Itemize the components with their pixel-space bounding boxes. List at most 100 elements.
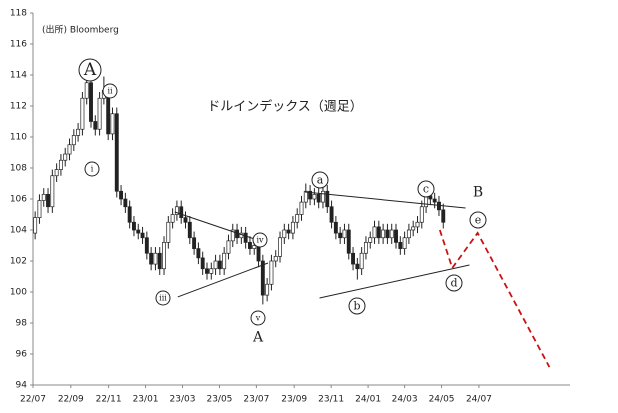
label-circle bbox=[311, 171, 329, 189]
candle-body bbox=[170, 214, 175, 223]
wave-label: i bbox=[91, 165, 94, 174]
candle-body bbox=[295, 214, 300, 223]
candle-body bbox=[256, 245, 261, 262]
y-tick-label: 102 bbox=[10, 257, 27, 267]
candle-body bbox=[50, 175, 55, 208]
y-tick-label: 106 bbox=[10, 195, 27, 205]
chart-title: ドルインデックス（週足） bbox=[207, 99, 363, 115]
candle-body bbox=[286, 229, 291, 234]
candle-body bbox=[162, 242, 166, 270]
candle-body bbox=[432, 198, 437, 203]
wave-label: e bbox=[475, 214, 482, 227]
candle-body bbox=[157, 252, 162, 270]
candle-body bbox=[187, 221, 192, 239]
candle-body bbox=[419, 206, 424, 223]
candle-body bbox=[149, 252, 154, 265]
candle-body bbox=[213, 260, 218, 270]
candle-body bbox=[80, 97, 85, 130]
candle-body bbox=[200, 257, 205, 270]
candle-body bbox=[260, 260, 265, 296]
candle-body bbox=[93, 121, 98, 130]
x-tick-label: 22/09 bbox=[58, 395, 84, 405]
candle-body bbox=[321, 190, 325, 203]
candle-body bbox=[252, 245, 257, 249]
label-circle bbox=[417, 180, 435, 198]
candle-body bbox=[54, 169, 59, 177]
candle-body bbox=[363, 242, 368, 254]
candle-body bbox=[351, 252, 356, 265]
candle-body bbox=[342, 229, 347, 239]
x-tick-label: 23/03 bbox=[170, 395, 196, 405]
candle-body bbox=[329, 206, 334, 223]
candle-body bbox=[299, 201, 304, 215]
x-tick-label: 24/05 bbox=[429, 395, 455, 405]
trend-line bbox=[319, 264, 470, 299]
candle-body bbox=[97, 97, 102, 130]
candle-body bbox=[269, 260, 274, 285]
y-tick-label: 118 bbox=[10, 9, 27, 19]
candle-body bbox=[411, 226, 416, 231]
candle-body bbox=[333, 221, 338, 234]
candle-body bbox=[140, 232, 145, 239]
y-tick-label: 94 bbox=[16, 381, 28, 391]
candle-body bbox=[37, 200, 42, 218]
candle-body bbox=[265, 283, 270, 296]
candle-body bbox=[174, 206, 179, 215]
x-tick-label: 22/07 bbox=[20, 395, 46, 405]
candle-body bbox=[136, 229, 141, 234]
trend-line bbox=[177, 262, 269, 298]
y-tick-label: 108 bbox=[10, 164, 27, 174]
candle-body bbox=[346, 229, 351, 254]
wave-label: iii bbox=[159, 294, 167, 303]
x-tick-label: 24/03 bbox=[392, 395, 418, 405]
candle-body bbox=[437, 201, 441, 211]
candle-body bbox=[441, 209, 446, 223]
candle-body bbox=[119, 190, 124, 200]
candle-body bbox=[368, 237, 373, 243]
y-tick-label: 104 bbox=[10, 226, 27, 236]
candle-body bbox=[273, 256, 278, 262]
wave-label: ii bbox=[107, 87, 113, 96]
candle-body bbox=[338, 232, 343, 239]
candle-body bbox=[226, 240, 231, 254]
candle-body bbox=[114, 113, 119, 192]
candle-body bbox=[110, 113, 115, 135]
label-circle bbox=[78, 58, 102, 82]
candle-body bbox=[132, 221, 136, 231]
wave-label: A bbox=[252, 330, 264, 346]
candle-body bbox=[33, 217, 38, 234]
wave-label: a bbox=[317, 174, 324, 187]
projection-line bbox=[438, 229, 551, 368]
trend-line bbox=[304, 191, 466, 209]
candle-body bbox=[243, 232, 248, 243]
candle-body bbox=[217, 260, 222, 270]
wave-label: b bbox=[353, 300, 360, 313]
candle-body bbox=[222, 252, 227, 270]
candle-body bbox=[389, 229, 394, 239]
candle-body bbox=[394, 229, 398, 243]
candle-body bbox=[381, 229, 386, 239]
x-tick-label: 23/07 bbox=[243, 395, 269, 405]
candle-body bbox=[166, 221, 171, 243]
candle-body bbox=[402, 237, 407, 249]
label-circle bbox=[155, 290, 171, 306]
candle-body bbox=[385, 229, 390, 239]
x-tick-label: 23/09 bbox=[281, 395, 307, 405]
candle-body bbox=[325, 190, 330, 208]
candle-body bbox=[312, 194, 317, 200]
label-circle bbox=[445, 274, 463, 292]
y-tick-label: 112 bbox=[10, 102, 27, 112]
candle-body bbox=[415, 221, 420, 228]
x-tick-label: 24/01 bbox=[355, 395, 381, 405]
candle-body bbox=[179, 206, 184, 218]
candle-body bbox=[230, 229, 235, 242]
candle-body bbox=[209, 268, 214, 274]
candle-body bbox=[406, 229, 411, 239]
wave-label: d bbox=[450, 277, 457, 290]
candle-body bbox=[278, 237, 282, 257]
candle-body bbox=[290, 221, 295, 234]
candle-body bbox=[127, 206, 132, 223]
wave-label: c bbox=[423, 183, 429, 196]
label-circle bbox=[84, 161, 100, 177]
